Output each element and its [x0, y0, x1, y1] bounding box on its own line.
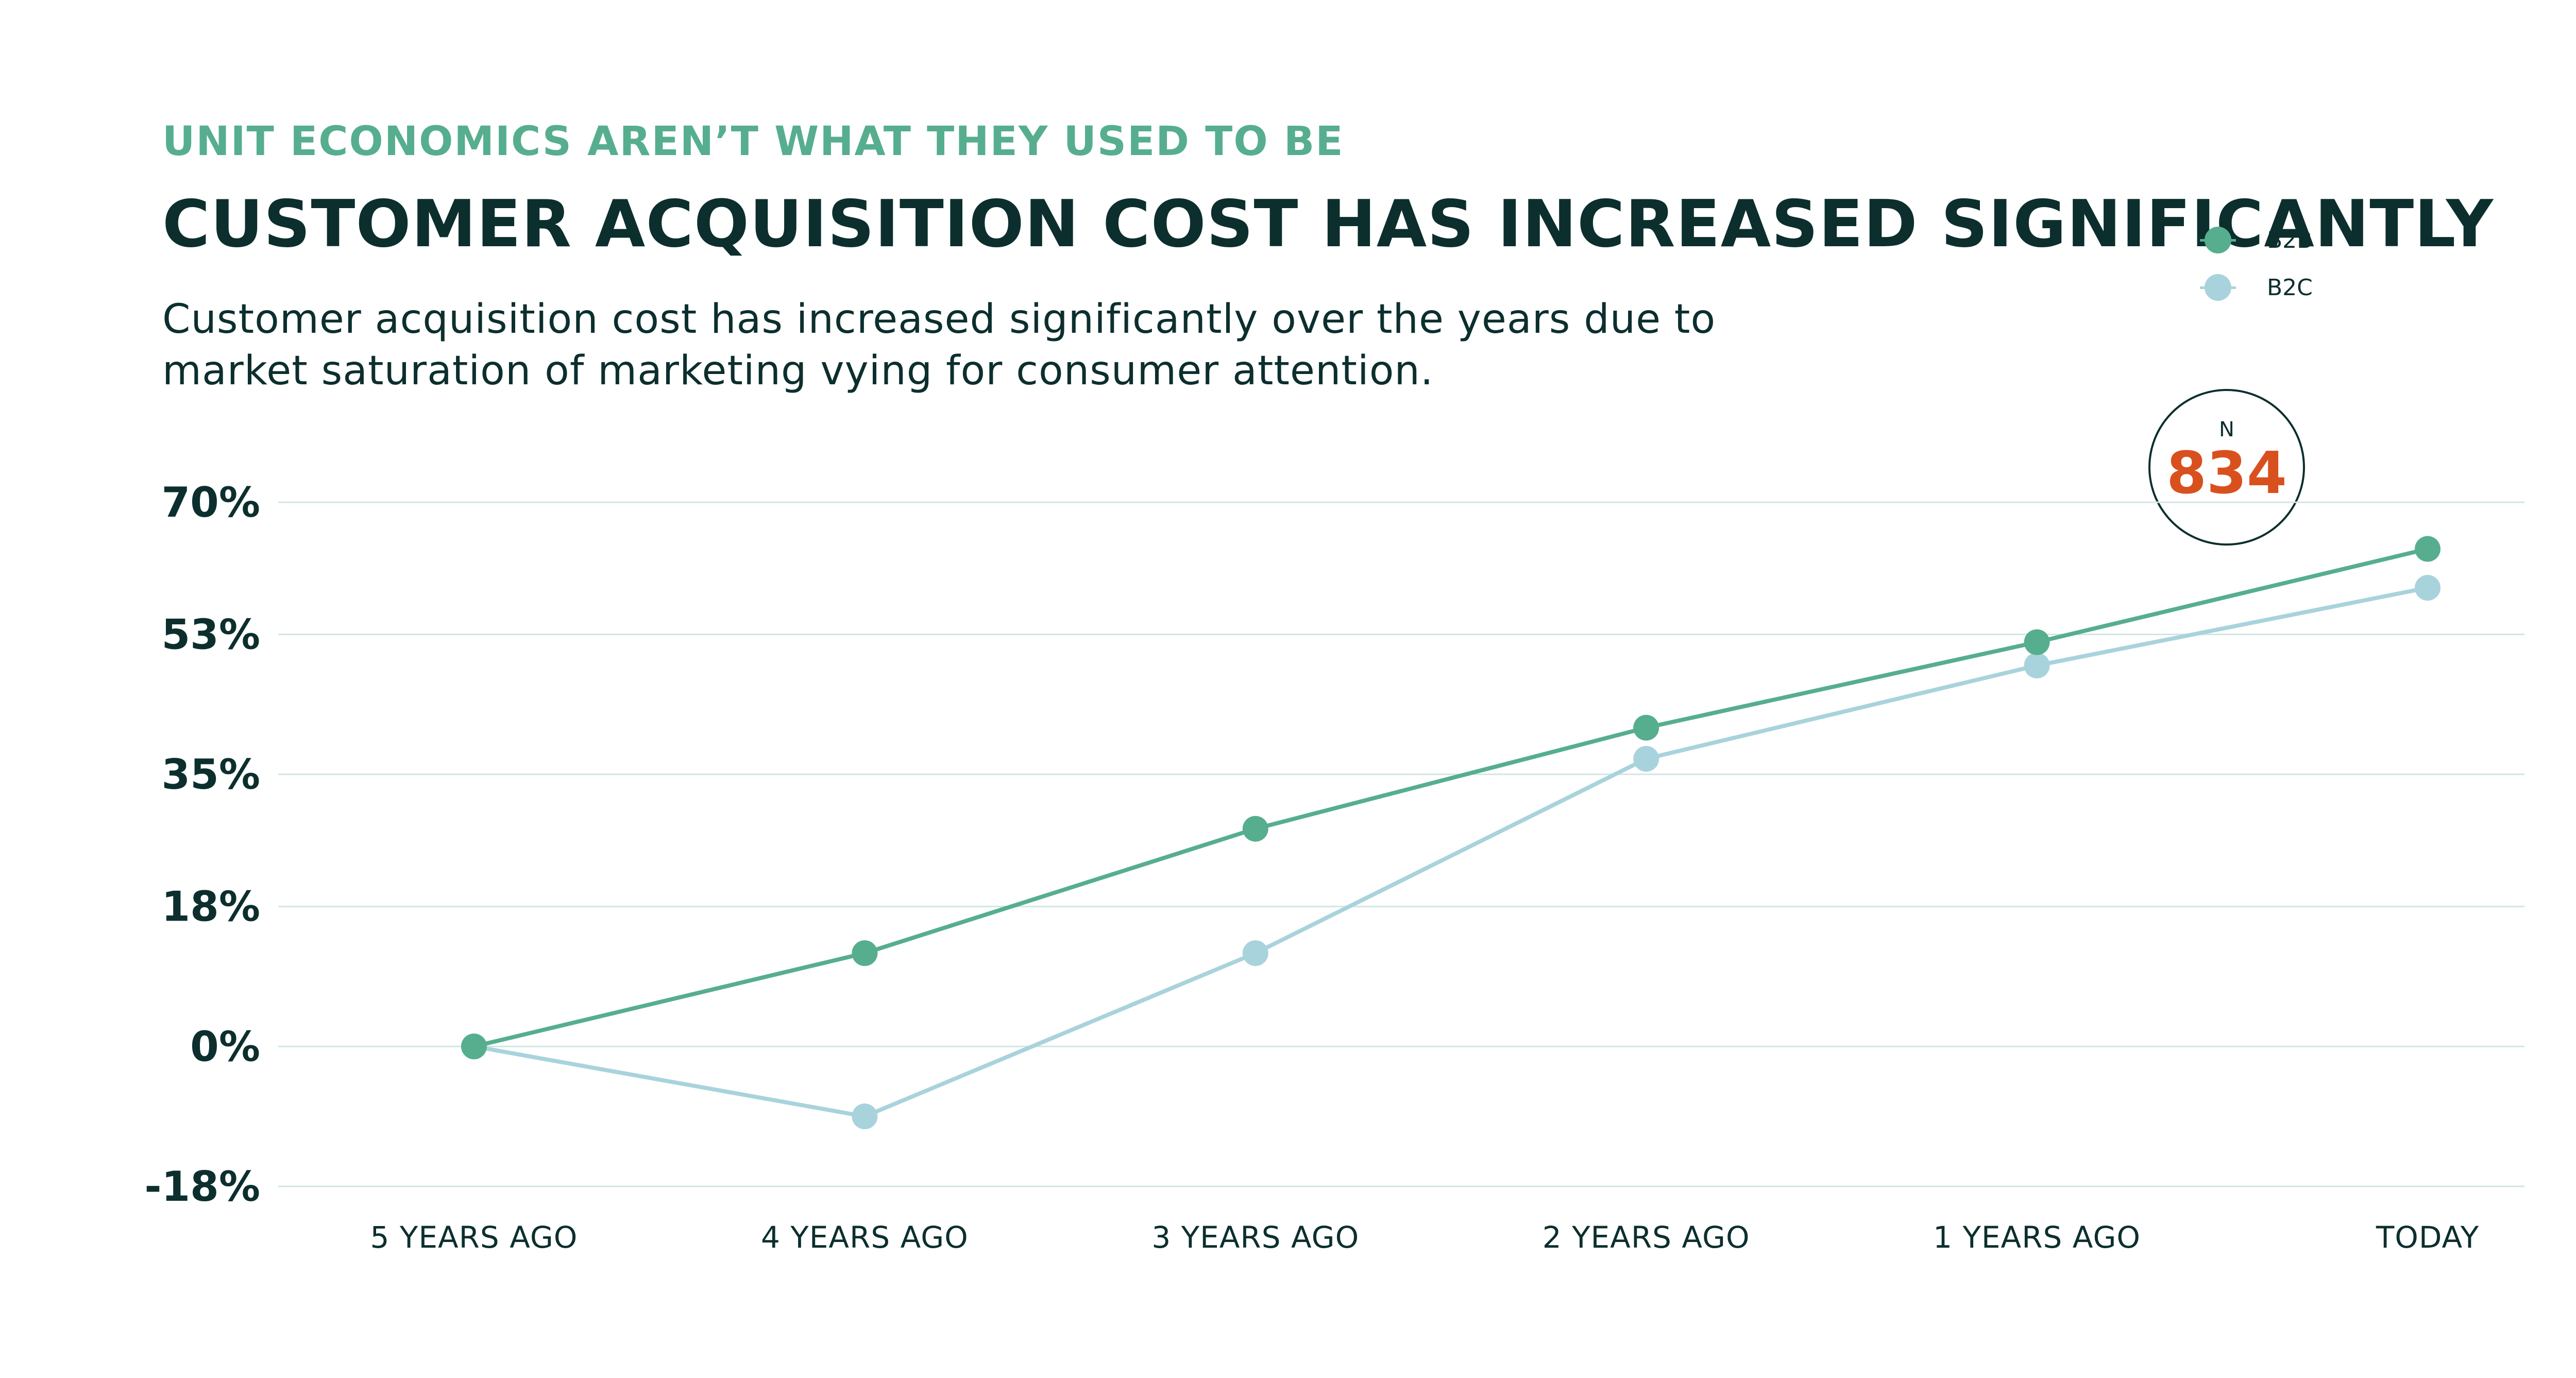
data-point-b2c [1242, 940, 1268, 966]
data-point-b2c [2415, 575, 2441, 601]
y-axis: -18% 0% 18% 35% 53% 70% [144, 479, 260, 1211]
x-tick-label: 5 YEARS AGO [370, 1220, 578, 1255]
data-point-b2b [852, 940, 878, 966]
x-axis: 5 YEARS AGO 4 YEARS AGO 3 YEARS AGO 2 YEARS… [370, 1220, 2479, 1255]
legend-label-b2c: B2C [2267, 274, 2313, 301]
legend-item-b2b: B2B [2179, 216, 2313, 264]
series-line-b2c [473, 586, 2428, 1119]
series-line-b2b [473, 547, 2428, 1049]
y-tick-label: 70% [162, 479, 260, 526]
data-point-b2c [2024, 652, 2050, 678]
sample-size-badge: N 834 [2148, 389, 2305, 546]
grid-layer [278, 501, 2524, 1187]
legend-item-b2c: B2C [2179, 264, 2313, 311]
y-tick-label: -18% [144, 1163, 260, 1211]
x-tick-label: 1 YEARS AGO [1933, 1220, 2141, 1255]
legend-swatch-b2b [2179, 225, 2257, 256]
legend-dot-b2c [2205, 274, 2231, 301]
series-b2b [461, 536, 2441, 1060]
legend-dot-b2b [2205, 227, 2231, 253]
data-point-b2b [2024, 629, 2050, 655]
x-tick-label: TODAY [2376, 1220, 2479, 1255]
legend: B2B B2C [2179, 216, 2313, 311]
y-tick-label: 0% [190, 1023, 260, 1070]
data-point-b2c [1633, 746, 1659, 772]
legend-label-b2b: B2B [2267, 227, 2313, 253]
chart-subtitle: Customer acquisition cost has increased … [162, 296, 1716, 394]
x-tick-label: 4 YEARS AGO [761, 1220, 969, 1255]
sample-size-label: N [2219, 418, 2234, 441]
data-point-b2b [1633, 714, 1659, 741]
legend-swatch-b2c [2179, 272, 2257, 303]
y-tick-label: 18% [162, 883, 260, 931]
y-tick-label: 53% [162, 611, 260, 659]
data-point-b2b [461, 1033, 487, 1060]
y-tick-label: 35% [162, 751, 260, 798]
eyebrow-heading: UNIT ECONOMICS AREN’T WHAT THEY USED TO … [162, 118, 1344, 165]
x-tick-label: 2 YEARS AGO [1543, 1220, 1750, 1255]
sample-size-value: 834 [2166, 440, 2287, 507]
data-point-b2b [1242, 815, 1268, 842]
series-b2c [461, 575, 2441, 1130]
x-tick-label: 3 YEARS AGO [1151, 1220, 1359, 1255]
chart-title: CUSTOMER ACQUISITION COST HAS INCREASED … [162, 186, 2494, 262]
series-layer [461, 536, 2441, 1130]
data-point-b2c [852, 1103, 878, 1130]
data-point-b2b [2415, 536, 2441, 562]
